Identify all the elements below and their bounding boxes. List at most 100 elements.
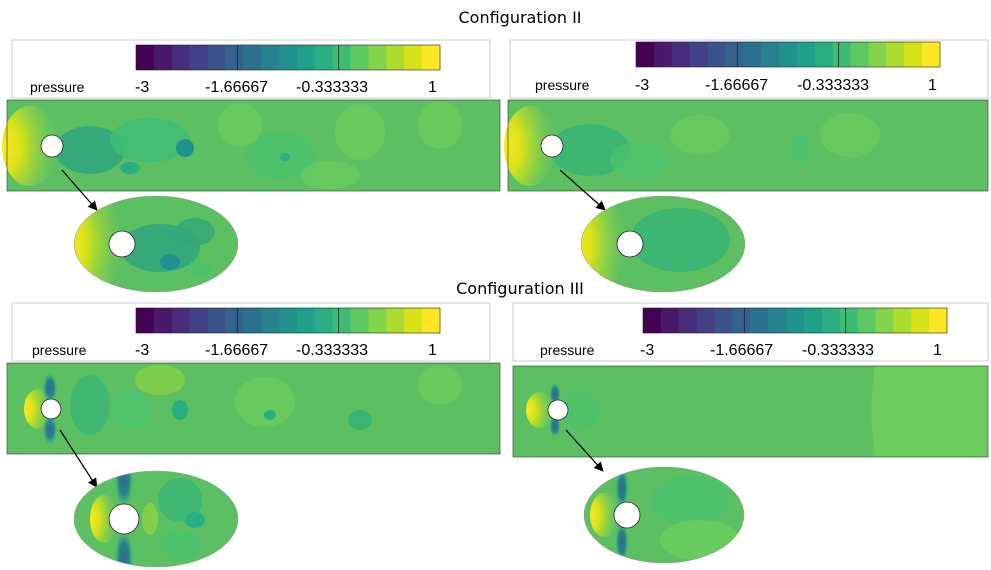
colorbar-swatch <box>893 308 912 333</box>
colorbar-border <box>642 307 948 334</box>
colorbar-swatch <box>314 308 334 333</box>
colorbar-swatch <box>332 45 352 70</box>
colorbar-tick-max: 1 <box>428 342 437 359</box>
colorbar-swatch <box>868 42 887 67</box>
cylinder <box>108 230 136 258</box>
zoom-inset <box>583 466 745 564</box>
wake-region <box>110 390 150 430</box>
config-ii-title: Configuration II <box>458 8 581 27</box>
cylinder <box>616 230 644 258</box>
low-pressure-region <box>42 414 58 446</box>
colorbar-swatch <box>243 45 262 70</box>
colorbar-swatch <box>261 308 280 333</box>
colorbar-swatch <box>189 45 209 70</box>
colorbar-swatch <box>404 308 423 333</box>
colorbar-border <box>135 44 441 71</box>
colorbar-swatch <box>689 42 709 67</box>
colorbar-swatch <box>332 308 352 333</box>
wake-region <box>245 131 315 179</box>
colorbar-swatch <box>725 42 744 67</box>
colorbar-tick-3: -0.333333 <box>296 79 368 96</box>
colorbar-tick-2: -1.66667 <box>710 342 773 359</box>
wake-region <box>70 375 110 435</box>
panel-config-iii-case-b: pressure -3 -1.66667 -0.333333 1 <box>512 302 989 564</box>
colorbar-tick-min: -3 <box>135 342 149 359</box>
panel-config-iii-case-a: pressure -3 -1.66667 -0.333333 1 <box>6 302 501 568</box>
high-pressure-patch <box>670 115 730 155</box>
colorbar-tick-2: -1.66667 <box>205 342 268 359</box>
colorbar-swatch <box>296 45 316 70</box>
colorbar-swatch <box>422 45 441 70</box>
colorbar-gradient <box>135 307 441 334</box>
stagnation-region <box>526 392 554 428</box>
high-pressure-patch <box>235 377 295 427</box>
high-pressure-patch <box>820 113 880 157</box>
colorbar-gradient <box>635 41 941 68</box>
zoom-inset <box>580 195 746 293</box>
colorbar-swatch <box>875 308 894 333</box>
colorbar-gradient <box>642 307 948 334</box>
cylinder <box>547 399 569 421</box>
zoom-arrow <box>61 169 98 211</box>
colorbar-swatch <box>643 308 662 333</box>
colorbar-swatch <box>368 45 387 70</box>
cylinder <box>613 501 641 529</box>
vortex-core <box>280 153 290 161</box>
colorbar-gradient <box>135 44 441 71</box>
colorbar-tick-max: 1 <box>428 79 437 96</box>
colorbar-swatch <box>671 42 691 67</box>
colorbar-swatch <box>750 308 769 333</box>
colorbar-swatch <box>153 45 173 70</box>
colorbar-swatch <box>350 45 369 70</box>
colorbar-tick-3: -0.333333 <box>296 342 368 359</box>
high-pressure-patch <box>418 101 462 149</box>
colorbar: pressure -3 -1.66667 -0.333333 1 <box>509 39 989 99</box>
channel-border <box>512 365 989 458</box>
colorbar-swatch <box>171 308 191 333</box>
colorbar-tick-max: 1 <box>928 77 937 94</box>
wake-region <box>550 124 630 176</box>
colorbar-swatch <box>279 308 298 333</box>
vortex-core <box>790 136 810 164</box>
colorbar-swatch <box>261 45 280 70</box>
panel-config-ii-case-b: pressure -3 -1.66667 -0.333333 1 <box>504 39 989 293</box>
colorbar-swatch <box>386 45 405 70</box>
colorbar-swatch <box>929 308 948 333</box>
flow-field <box>2 99 501 192</box>
colorbar-swatch <box>832 42 852 67</box>
wake-region <box>110 118 190 162</box>
flow-field <box>504 99 989 192</box>
colorbar-swatch <box>779 42 798 67</box>
colorbar-swatch <box>207 308 226 333</box>
colorbar-swatch <box>136 308 155 333</box>
channel-border <box>507 99 989 192</box>
colorbar-swatch <box>653 42 673 67</box>
low-pressure-region <box>42 372 58 404</box>
colorbar-swatch <box>743 42 762 67</box>
colorbar-swatch <box>768 308 787 333</box>
colorbar-tick-min: -3 <box>635 77 649 94</box>
zoom-arrow <box>559 169 606 211</box>
high-pressure-patch <box>300 161 360 189</box>
colorbar-swatch <box>350 308 369 333</box>
colorbar-swatch <box>696 308 716 333</box>
colorbar-swatch <box>153 308 173 333</box>
vortex-core <box>264 410 276 420</box>
colorbar-name: pressure <box>32 342 87 358</box>
colorbar-swatch <box>678 308 698 333</box>
colorbar-swatch <box>761 42 780 67</box>
high-pressure-patch <box>418 365 462 405</box>
zoom-arrow <box>59 429 98 489</box>
flow-field <box>6 362 501 455</box>
colorbar-swatch <box>386 308 405 333</box>
colorbar-swatch <box>189 308 209 333</box>
colorbar: pressure -3 -1.66667 -0.333333 1 <box>512 302 989 362</box>
colorbar-swatch <box>279 45 298 70</box>
colorbar-tick-max: 1 <box>933 342 942 359</box>
colorbar-swatch <box>136 45 155 70</box>
vortex-core <box>172 400 188 420</box>
channel-border <box>6 99 501 192</box>
colorbar: pressure -3 -1.66667 -0.333333 1 <box>11 39 491 99</box>
zoom-arrow <box>565 429 604 472</box>
